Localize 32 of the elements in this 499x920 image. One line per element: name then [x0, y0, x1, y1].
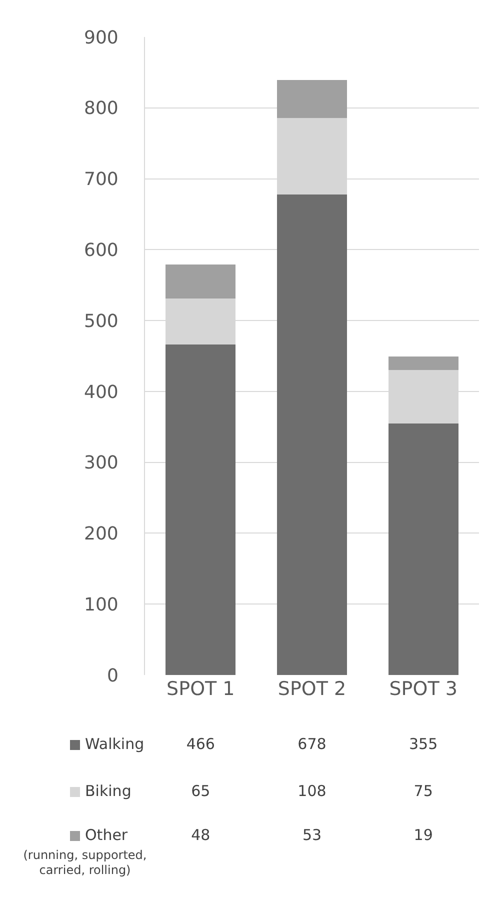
- data-label: 466: [186, 735, 215, 753]
- data-label: 19: [414, 826, 433, 844]
- legend-label: Other: [85, 826, 128, 844]
- x-tick-label: SPOT 2: [278, 678, 346, 700]
- bar: [166, 264, 236, 299]
- legend-label: Biking: [85, 782, 132, 800]
- x-tick-label: SPOT 3: [389, 678, 458, 700]
- data-label: 75: [414, 782, 433, 800]
- data-label: 48: [191, 826, 210, 844]
- y-tick-label: 700: [84, 169, 118, 190]
- y-tick-label: 500: [84, 310, 118, 332]
- text: (running, supported, carried, rolling): [22, 848, 148, 878]
- bar: [388, 423, 458, 675]
- y-tick-label: 300: [84, 452, 118, 474]
- bar: [276, 80, 348, 118]
- y-tick-label: 0: [106, 665, 118, 686]
- data-label: 65: [191, 782, 210, 800]
- bar: [166, 344, 236, 675]
- x-tick-label: SPOT 1: [166, 678, 235, 700]
- y-tick-label: 400: [84, 382, 118, 403]
- data-label: 678: [298, 735, 326, 753]
- data-label: 355: [409, 735, 438, 753]
- y-tick-label: 900: [84, 27, 118, 48]
- y-tick-label: 800: [84, 98, 118, 120]
- y-tick-label: 600: [84, 240, 118, 261]
- data-label: 108: [298, 782, 326, 800]
- data-label: 53: [302, 826, 322, 844]
- bar: [388, 356, 458, 370]
- y-tick-label: 100: [84, 594, 118, 616]
- bar: [276, 194, 348, 675]
- y-tick-label: 200: [84, 524, 118, 545]
- legend-label: Walking: [85, 735, 144, 753]
